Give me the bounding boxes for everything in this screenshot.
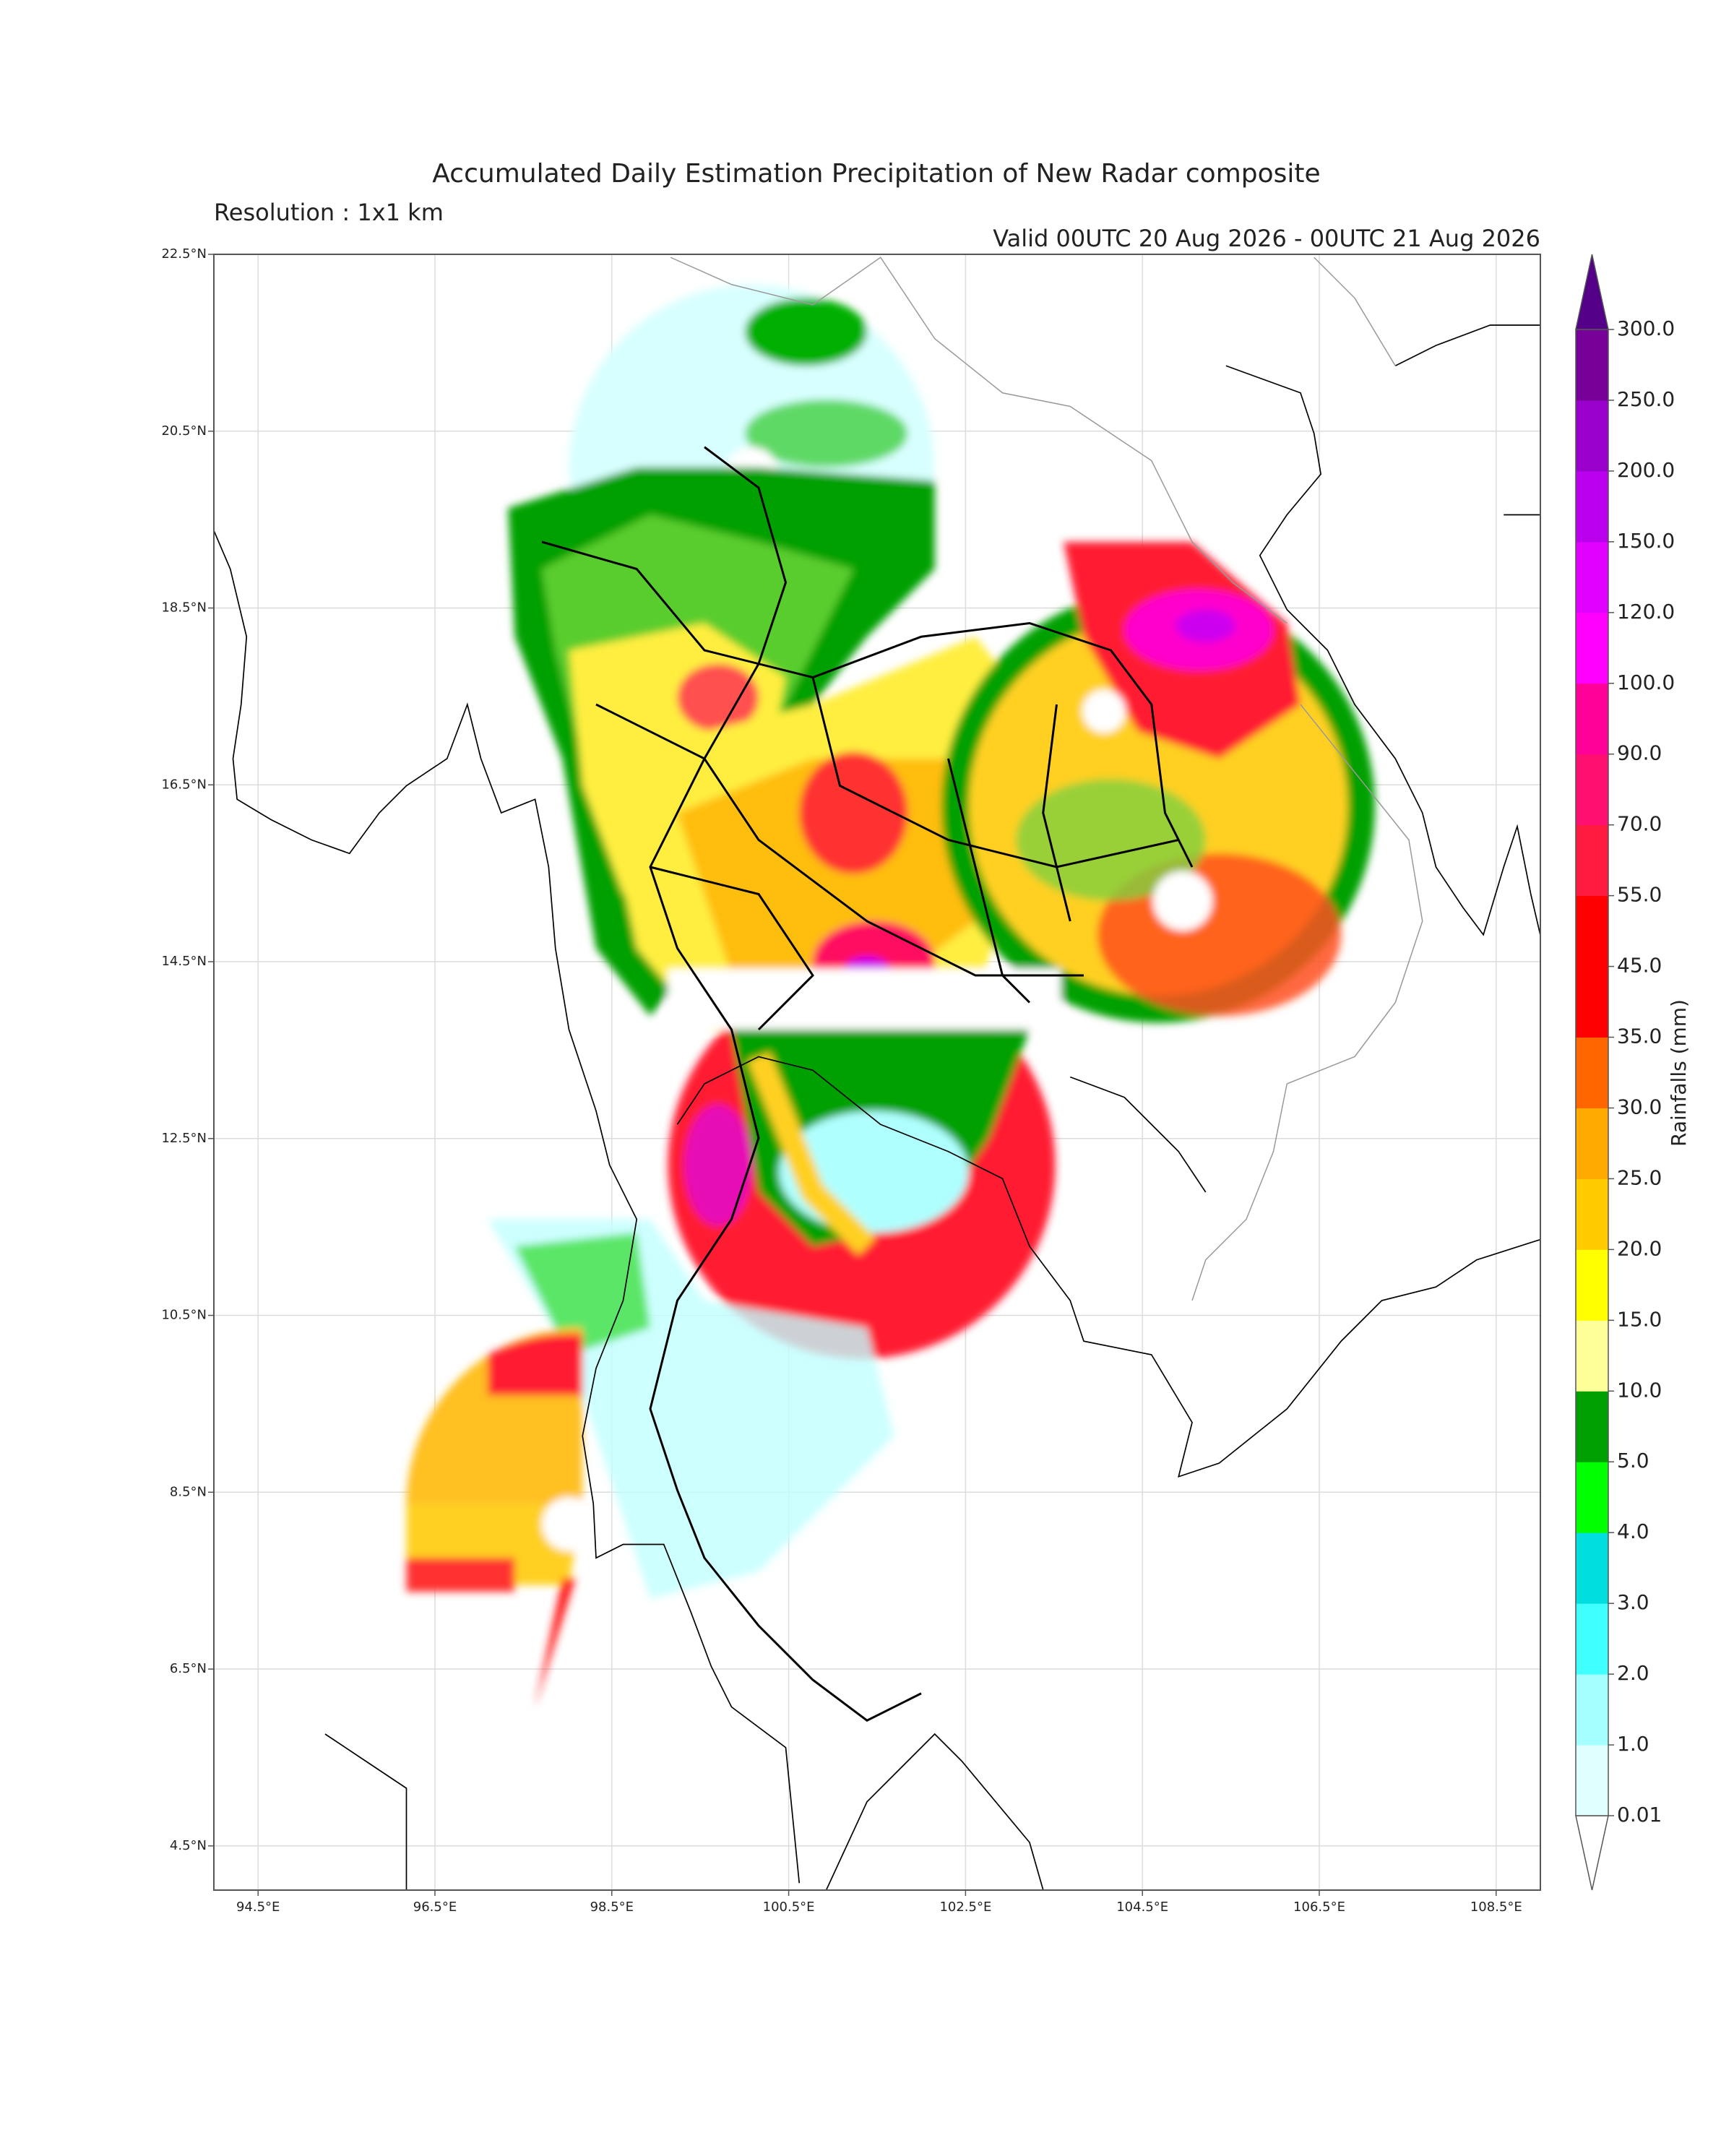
- colorbar-tick-label: 120.0: [1617, 600, 1675, 624]
- colorbar-tick-label: 250.0: [1617, 387, 1675, 411]
- colorbar-segment: [1576, 1037, 1608, 1108]
- colorbar-tick-label: 30.0: [1617, 1095, 1662, 1118]
- colorbar-frame: [1575, 329, 1609, 1816]
- subtitle: Resolution : 1x1 km: [214, 199, 444, 226]
- colorbar-tick-label: 5.0: [1617, 1449, 1649, 1472]
- colorbar-segment: [1576, 1745, 1608, 1816]
- y-tick-label: 16.5°N: [161, 777, 207, 792]
- colorbar-tick-label: 4.0: [1617, 1519, 1649, 1543]
- y-tick-label: 22.5°N: [161, 246, 207, 262]
- colorbar-label: Rainfalls (mm): [1667, 999, 1691, 1147]
- colorbar-segment: [1576, 612, 1608, 684]
- colorbar-segment: [1576, 1532, 1608, 1604]
- x-tick-label: 94.5°E: [236, 1900, 280, 1915]
- colorbar-segment: [1576, 400, 1608, 472]
- y-tick-label: 6.5°N: [170, 1661, 207, 1676]
- x-tick-label: 96.5°E: [413, 1900, 457, 1915]
- x-tick-label: 100.5°E: [763, 1900, 815, 1915]
- colorbar-tick-label: 70.0: [1617, 812, 1662, 836]
- colorbar: 0.01 1.0 2.0 3.0 4.0 5.0 10.0 15.0 20.0 25.0 30.0 3…: [1575, 254, 1675, 1891]
- colorbar-segment: [1576, 1320, 1608, 1392]
- map-frame: [213, 254, 1541, 1891]
- colorbar-tick-label: 3.0: [1617, 1590, 1649, 1614]
- y-tick-label: 14.5°N: [161, 954, 207, 969]
- title: Accumulated Daily Estimation Precipitati…: [432, 159, 1320, 189]
- colorbar-tick-label: 150.0: [1617, 529, 1675, 553]
- colorbar-segment: [1576, 470, 1608, 543]
- colorbar-segment: [1576, 895, 1608, 967]
- colorbar-under: [1575, 1815, 1609, 1891]
- colorbar-tick-label: 1.0: [1617, 1732, 1649, 1756]
- y-tick-label: 20.5°N: [161, 423, 207, 439]
- x-tick-label: 102.5°E: [939, 1900, 991, 1915]
- colorbar-tick-label: 100.0: [1617, 670, 1675, 694]
- map-layer: [214, 256, 1540, 1890]
- borders: [670, 256, 1423, 1301]
- y-tick-label: 12.5°N: [161, 1131, 207, 1146]
- colorbar-tick-label: 0.01: [1617, 1803, 1662, 1827]
- colorbar-tick-label: 15.0: [1617, 1307, 1662, 1331]
- x-tick-label: 108.5°E: [1470, 1900, 1522, 1915]
- colorbar-segment: [1576, 541, 1608, 613]
- x-tick-label: 106.5°E: [1293, 1900, 1345, 1915]
- colorbar-segment: [1576, 1108, 1608, 1179]
- valid-time: Valid 00UTC 20 Aug 2026 - 00UTC 21 Aug 2…: [993, 225, 1540, 252]
- coastlines: [214, 324, 1540, 1890]
- colorbar-segment: [1576, 1391, 1608, 1462]
- y-tick-label: 4.5°N: [170, 1838, 207, 1853]
- colorbar-tick-label: 10.0: [1617, 1378, 1662, 1402]
- colorbar-tick-label: 90.0: [1617, 741, 1662, 765]
- colorbar-segment: [1576, 1603, 1608, 1675]
- colorbar-segment: [1576, 329, 1608, 401]
- colorbar-segment: [1576, 683, 1608, 755]
- colorbar-tick-label: 300.0: [1617, 316, 1675, 340]
- colorbar-segment: [1576, 1249, 1608, 1321]
- colorbar-tick-label: 2.0: [1617, 1661, 1649, 1685]
- colorbar-tick-label: 200.0: [1617, 458, 1675, 482]
- colorbar-segment: [1576, 754, 1608, 826]
- colorbar-tick-label: 35.0: [1617, 1025, 1662, 1048]
- colorbar-tick-label: 45.0: [1617, 954, 1662, 978]
- colorbar-segment: [1576, 966, 1608, 1038]
- colorbar-segment: [1576, 1178, 1608, 1250]
- colorbar-over: [1575, 254, 1609, 330]
- colorbar-segment: [1576, 824, 1608, 897]
- x-tick-label: 104.5°E: [1116, 1900, 1168, 1915]
- y-tick-label: 18.5°N: [161, 600, 207, 616]
- colorbar-tick-label: 55.0: [1617, 883, 1662, 907]
- precipitation-field: [406, 284, 1376, 1707]
- colorbar-tick-label: 25.0: [1617, 1165, 1662, 1189]
- x-tick-label: 98.5°E: [590, 1900, 634, 1915]
- colorbar-segment: [1576, 1674, 1608, 1746]
- province-borders: [541, 446, 1194, 1722]
- y-tick-label: 10.5°N: [161, 1308, 207, 1323]
- y-tick-label: 8.5°N: [170, 1484, 207, 1499]
- colorbar-segment: [1576, 1462, 1608, 1533]
- colorbar-tick-label: 20.0: [1617, 1236, 1662, 1260]
